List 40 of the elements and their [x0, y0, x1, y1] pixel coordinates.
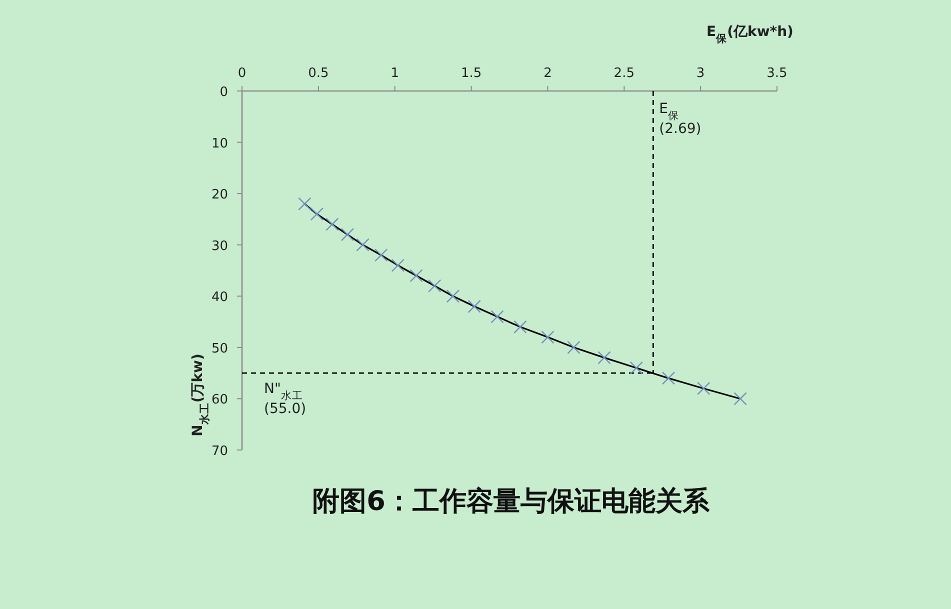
x-tick-label: 3.5: [766, 66, 788, 81]
point: [662, 372, 676, 385]
x-tick-label: 1: [390, 66, 399, 81]
point: [410, 269, 423, 282]
point: [310, 207, 324, 221]
point: [468, 300, 481, 313]
x-tick-label: 0.5: [308, 66, 329, 81]
y-tick-label: 50: [211, 341, 228, 356]
point: [567, 340, 580, 354]
point: [446, 290, 460, 303]
point: [374, 248, 388, 262]
y-tick-label: 60: [211, 392, 228, 408]
point: [598, 351, 611, 364]
point: [428, 279, 442, 292]
text: 附图6：工作容量与保证电能关系: [312, 486, 710, 517]
point: [514, 320, 527, 334]
x-tick-label: 0: [238, 66, 246, 81]
x-tick-label: 2.5: [614, 66, 634, 81]
point: [697, 382, 710, 396]
point: [326, 218, 339, 231]
point: [391, 258, 405, 272]
x-axis-title: E$_{保}$(亿kw*h): [706, 24, 794, 45]
x-tick-label: 2: [544, 66, 552, 81]
y-tick-label: 0: [220, 85, 228, 100]
point: [630, 361, 643, 375]
y-tick-label: 40: [211, 290, 228, 306]
x-tick-label: 3: [696, 66, 705, 81]
ref-line-label: E$_{保}$ (2.69): [659, 101, 702, 137]
y-tick-label: 70: [211, 444, 228, 459]
point: [490, 310, 504, 324]
point: [340, 228, 354, 242]
x-tick-label: 1.5: [460, 66, 482, 81]
point: [734, 392, 747, 406]
ref-line-label: N"$_{水工}$ (55.0): [264, 381, 306, 418]
y-tick-label: 10: [211, 136, 228, 152]
point: [298, 197, 312, 210]
y-tick-label: 20: [211, 188, 228, 203]
y-tick-label: 30: [211, 238, 228, 254]
point: [541, 330, 554, 344]
point: [356, 238, 370, 252]
